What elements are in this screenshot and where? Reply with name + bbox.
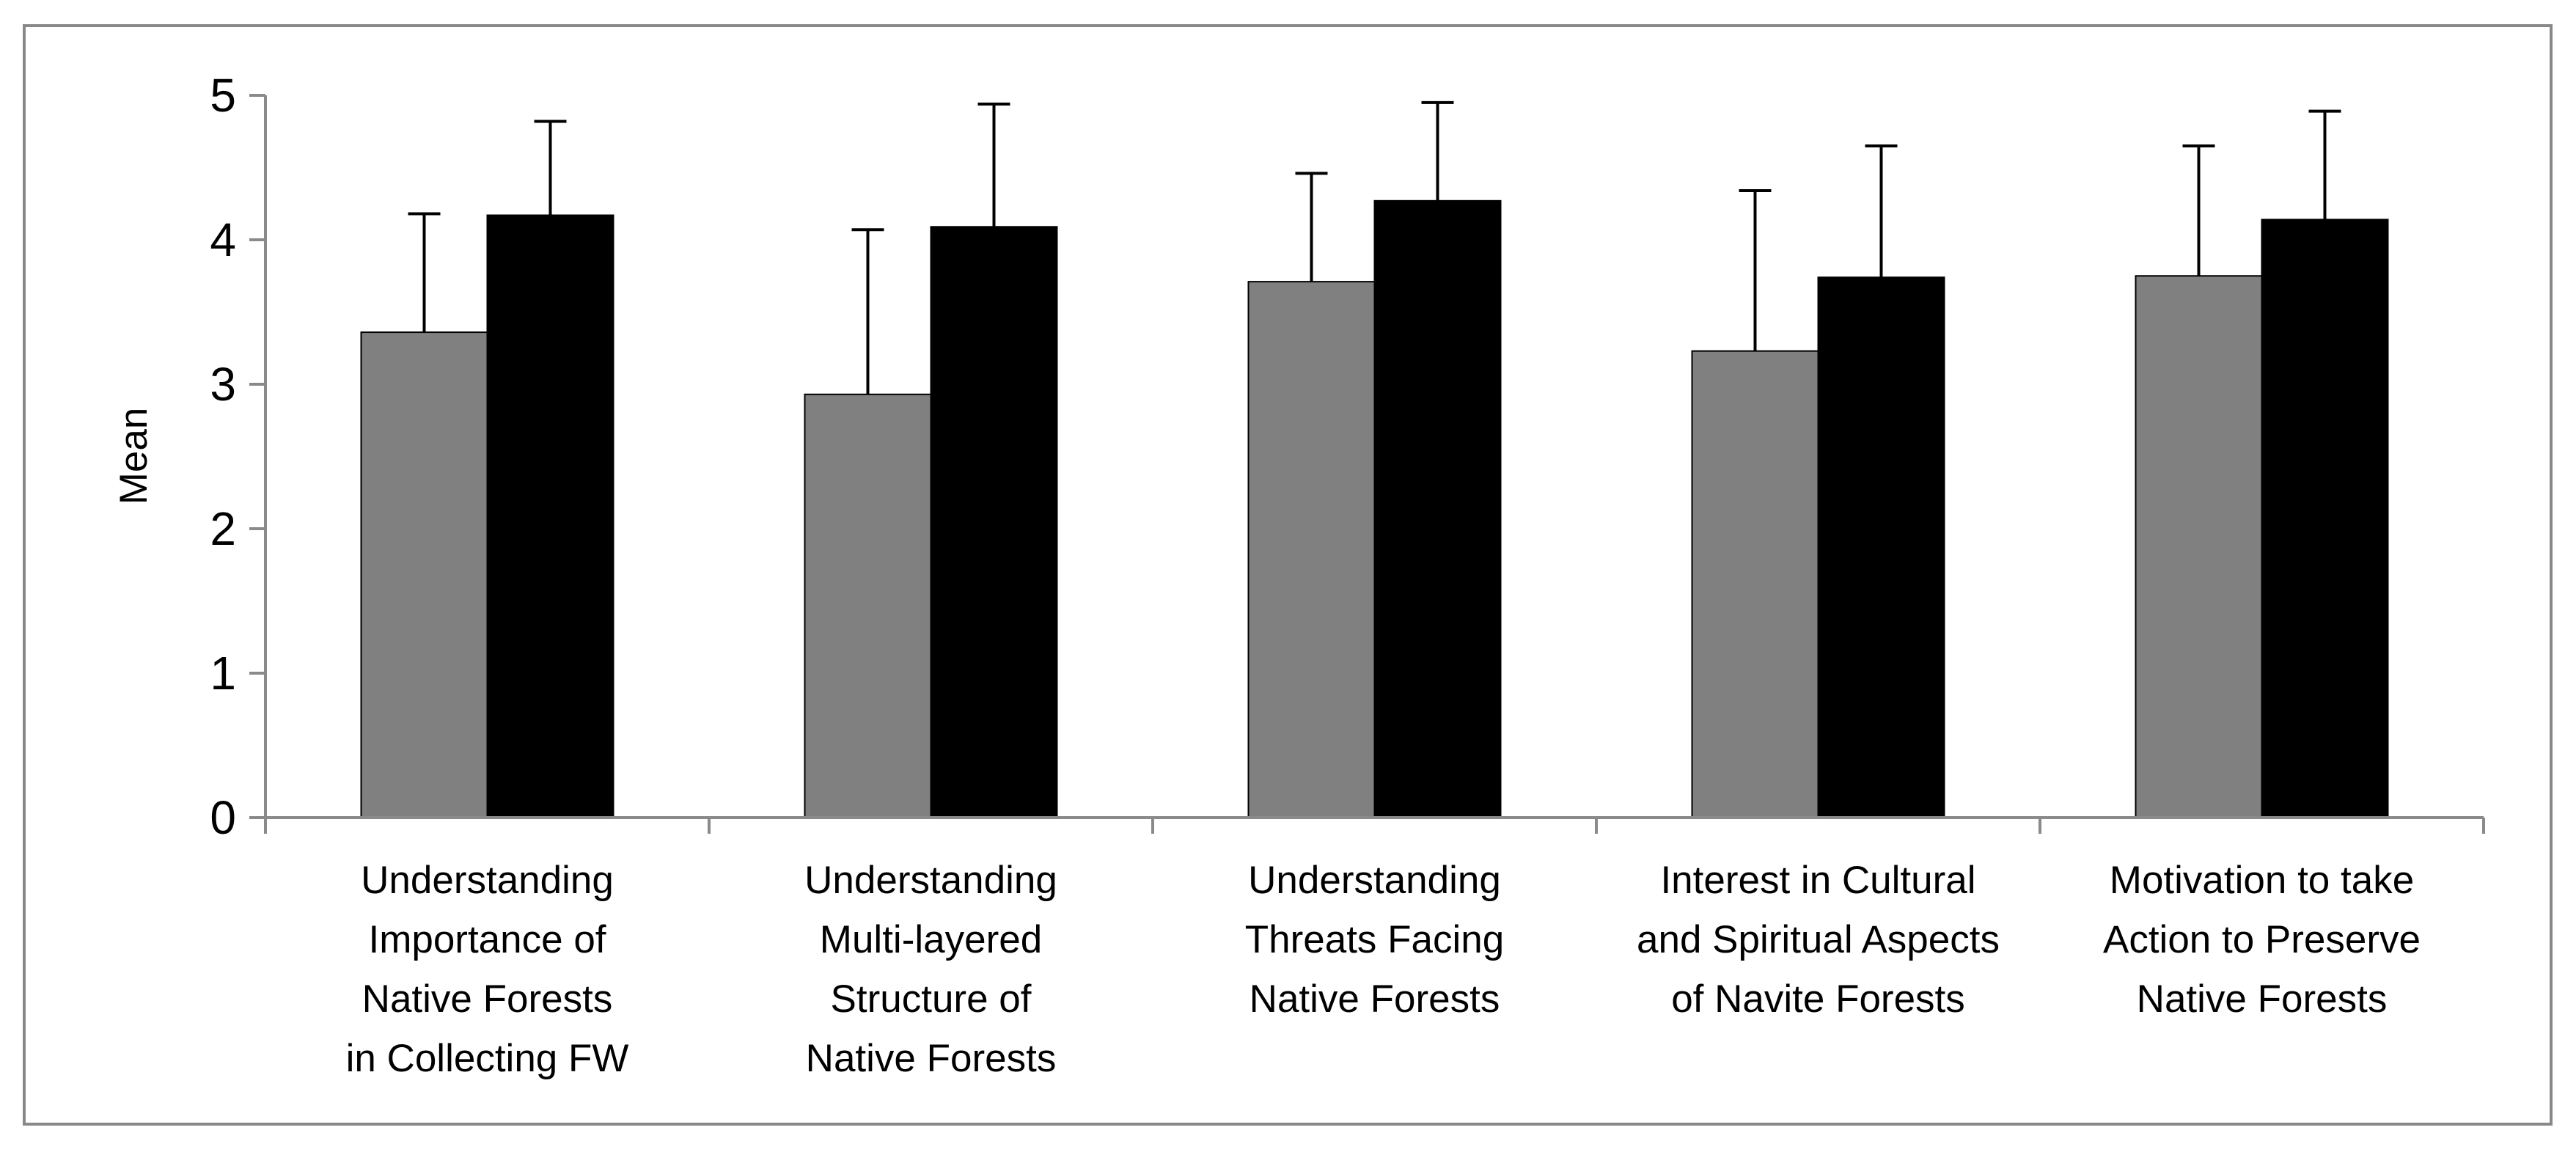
bar-1-5 bbox=[2135, 275, 2263, 818]
bar-1-4 bbox=[1691, 350, 1819, 818]
x-category-label-line: Native Forests bbox=[362, 977, 613, 1021]
bar-1-2 bbox=[804, 393, 932, 818]
y-axis-title: Mean bbox=[112, 408, 155, 505]
x-category-label-line: Native Forests bbox=[806, 1037, 1057, 1080]
x-category-label: Understanding Importance of Native Forests… bbox=[346, 859, 629, 1080]
y-tick-label: 5 bbox=[210, 69, 236, 122]
bar-2-4 bbox=[1817, 276, 1945, 819]
x-category-label-line: Multi-layered bbox=[820, 918, 1042, 961]
bar-1-3 bbox=[1247, 281, 1376, 818]
x-category-label-line: Understanding bbox=[1248, 859, 1501, 902]
x-category-label-line: of Navite Forests bbox=[1671, 977, 1965, 1021]
x-category-label-line: Interest in Cultural bbox=[1660, 859, 1975, 902]
x-category-label: Interest in Cultural and Spiritual Aspect… bbox=[1637, 859, 2000, 1021]
x-category-label-line: Action to Preserve bbox=[2103, 918, 2421, 961]
bar-1-1 bbox=[360, 331, 488, 818]
x-category-label-line: Native Forests bbox=[2137, 977, 2388, 1021]
x-category-label-line: Understanding bbox=[804, 859, 1057, 902]
bar-2-5 bbox=[2261, 219, 2389, 819]
y-tick-label: 3 bbox=[210, 358, 236, 411]
y-tick-label: 0 bbox=[210, 791, 236, 844]
x-category-label: Understanding Multi-layered Structure of Na… bbox=[804, 859, 1057, 1080]
bar-2-1 bbox=[486, 214, 614, 818]
x-category-label: Motivation to take Action to Preserve Nati… bbox=[2103, 859, 2421, 1021]
x-category-label-line: and Spiritual Aspects bbox=[1637, 918, 2000, 961]
x-category-label-line: Structure of bbox=[831, 977, 1032, 1021]
x-category-label-line: Threats Facing bbox=[1245, 918, 1504, 961]
x-category-label-line: Understanding bbox=[361, 859, 614, 902]
x-category-label-line: Native Forests bbox=[1250, 977, 1500, 1021]
y-tick-label: 1 bbox=[210, 647, 236, 700]
x-category-label-line: in Collecting FW bbox=[346, 1037, 629, 1080]
x-category-label: Understanding Threats Facing Native Forest… bbox=[1245, 859, 1504, 1021]
bar-2-2 bbox=[930, 226, 1058, 818]
y-tick-label: 2 bbox=[210, 502, 236, 555]
y-tick-label: 4 bbox=[210, 213, 236, 266]
x-category-label-line: Motivation to take bbox=[2110, 859, 2414, 902]
bar-2-3 bbox=[1373, 199, 1502, 818]
x-category-label-line: Importance of bbox=[368, 918, 606, 961]
